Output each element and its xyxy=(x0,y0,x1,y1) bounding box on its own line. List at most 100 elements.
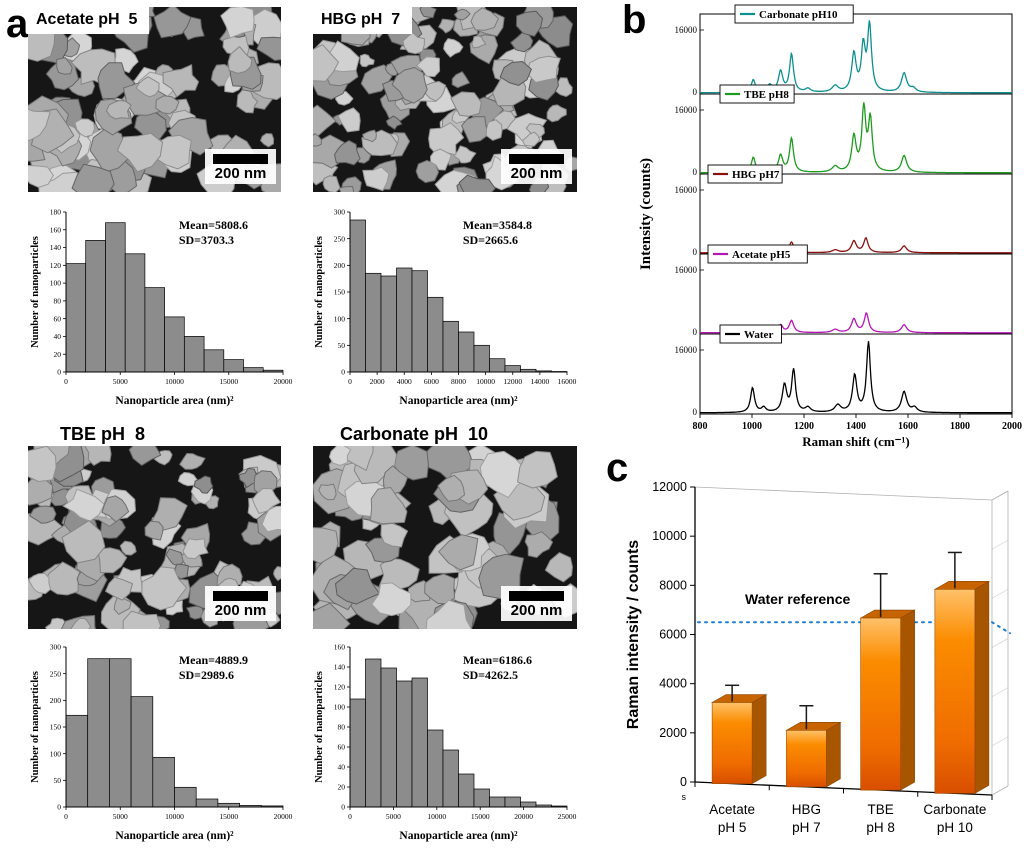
svg-text:5000: 5000 xyxy=(113,812,128,821)
svg-text:120: 120 xyxy=(50,261,62,270)
svg-text:pH 5: pH 5 xyxy=(718,820,747,835)
svg-text:2000: 2000 xyxy=(659,726,687,740)
svg-text:0: 0 xyxy=(693,247,698,257)
svg-text:1600: 1600 xyxy=(898,421,918,432)
svg-text:150: 150 xyxy=(50,723,62,732)
svg-text:60: 60 xyxy=(54,314,62,323)
scale-bar-carbonate: 200 nm xyxy=(501,586,572,621)
scale-bar-rule xyxy=(213,591,268,601)
svg-text:1800: 1800 xyxy=(950,421,970,432)
svg-text:20000: 20000 xyxy=(274,377,293,386)
sem-title-tbe: TBE pH 8 xyxy=(60,424,146,444)
svg-text:150: 150 xyxy=(334,288,346,297)
svg-text:250: 250 xyxy=(334,234,346,243)
svg-text:40: 40 xyxy=(338,763,346,772)
svg-text:0: 0 xyxy=(693,87,698,97)
svg-text:0: 0 xyxy=(680,775,687,789)
scale-bar-label: 200 nm xyxy=(510,602,563,619)
svg-text:Raman shift (cm⁻¹): Raman shift (cm⁻¹) xyxy=(802,434,910,449)
svg-text:0: 0 xyxy=(348,377,352,386)
svg-text:4000: 4000 xyxy=(397,377,412,386)
svg-text:pH 10: pH 10 xyxy=(937,820,973,835)
svg-text:5000: 5000 xyxy=(113,377,128,386)
scale-bar-tbe: 200 nm xyxy=(205,586,276,621)
svg-text:10000: 10000 xyxy=(427,812,446,821)
svg-text:Nanoparticle area (nm)²: Nanoparticle area (nm)² xyxy=(115,830,234,842)
svg-text:SD=4262.5: SD=4262.5 xyxy=(463,668,518,682)
svg-text:Mean=3584.8: Mean=3584.8 xyxy=(463,218,532,232)
sem-image-acetate: Acetate pH 5 200 nm xyxy=(28,7,281,192)
svg-text:Mean=6186.6: Mean=6186.6 xyxy=(463,653,532,667)
svg-text:Nanoparticle area (nm)²: Nanoparticle area (nm)² xyxy=(115,395,234,407)
svg-text:20: 20 xyxy=(338,783,346,792)
svg-text:14000: 14000 xyxy=(531,377,550,386)
svg-text:10000: 10000 xyxy=(165,377,184,386)
panel-c-label: c xyxy=(606,446,629,490)
sem-micrograph-acetate xyxy=(28,7,281,192)
svg-text:SD=2989.6: SD=2989.6 xyxy=(179,668,234,682)
svg-text:160: 160 xyxy=(50,225,62,234)
svg-text:0: 0 xyxy=(57,368,61,377)
svg-text:15000: 15000 xyxy=(219,377,238,386)
svg-text:60: 60 xyxy=(338,743,346,752)
svg-text:20000: 20000 xyxy=(274,812,293,821)
svg-text:16000: 16000 xyxy=(675,185,698,195)
svg-text:1000: 1000 xyxy=(742,421,762,432)
svg-text:HBG: HBG xyxy=(792,802,821,817)
svg-text:Water reference: Water reference xyxy=(745,591,851,607)
sem-title-carbonate: Carbonate pH 10 xyxy=(340,424,489,444)
scale-bar-label: 200 nm xyxy=(510,165,563,182)
scale-bar-label: 200 nm xyxy=(214,165,267,182)
svg-text:250: 250 xyxy=(50,669,62,678)
svg-text:Water: Water xyxy=(744,329,773,341)
svg-text:8000: 8000 xyxy=(659,578,687,592)
svg-text:Number of nanoparticles: Number of nanoparticles xyxy=(314,671,325,783)
svg-text:12000: 12000 xyxy=(652,480,687,494)
svg-text:Carbonate: Carbonate xyxy=(923,802,986,817)
svg-text:16000: 16000 xyxy=(675,105,698,115)
svg-text:0: 0 xyxy=(64,812,68,821)
svg-text:16000: 16000 xyxy=(558,377,577,386)
sem-image-carbonate: 200 nm xyxy=(313,446,577,629)
svg-text:1400: 1400 xyxy=(846,421,866,432)
svg-text:SD=3703.3: SD=3703.3 xyxy=(179,233,234,247)
svg-text:40: 40 xyxy=(54,332,62,341)
svg-text:16000: 16000 xyxy=(675,265,698,275)
svg-text:0: 0 xyxy=(341,803,345,812)
svg-text:Number of nanoparticles: Number of nanoparticles xyxy=(30,671,41,783)
svg-text:6000: 6000 xyxy=(659,628,687,642)
svg-text:25000: 25000 xyxy=(558,812,577,821)
sem-image-hbg: HBG pH 7 200 nm xyxy=(313,7,577,192)
svg-text:100: 100 xyxy=(50,279,62,288)
svg-text:0: 0 xyxy=(64,377,68,386)
svg-text:0: 0 xyxy=(348,812,352,821)
svg-text:140: 140 xyxy=(334,663,346,672)
histogram-acetate: 0 20 40 60 80 100 120 140 160 180 0 5000… xyxy=(30,208,293,407)
raman-intensity-bar3d: 0 2000 4000 6000 8000 10000 12000 Water … xyxy=(625,480,1011,835)
svg-text:16000: 16000 xyxy=(675,25,698,35)
svg-text:Mean=5808.6: Mean=5808.6 xyxy=(179,218,248,232)
sem-micrograph-tbe xyxy=(28,446,281,629)
svg-text:0: 0 xyxy=(341,368,345,377)
svg-text:TBE: TBE xyxy=(867,802,893,817)
svg-text:10000: 10000 xyxy=(476,377,495,386)
svg-text:20000: 20000 xyxy=(514,812,533,821)
svg-text:Carbonate pH10: Carbonate pH10 xyxy=(759,9,838,21)
svg-text:0: 0 xyxy=(693,327,698,337)
svg-text:1200: 1200 xyxy=(794,421,814,432)
svg-text:pH 7: pH 7 xyxy=(792,820,821,835)
svg-text:120: 120 xyxy=(334,683,346,692)
scale-bar-hbg: 200 nm xyxy=(501,149,572,184)
svg-text:2000: 2000 xyxy=(370,377,385,386)
scale-bar-rule xyxy=(509,154,564,164)
scale-bar-label: 200 nm xyxy=(214,602,267,619)
svg-text:TBE pH8: TBE pH8 xyxy=(744,89,789,101)
scale-bar-acetate: 200 nm xyxy=(205,149,276,184)
svg-text:5000: 5000 xyxy=(386,812,401,821)
svg-text:Acetate: Acetate xyxy=(709,802,755,817)
svg-text:10000: 10000 xyxy=(652,529,687,543)
svg-text:100: 100 xyxy=(334,703,346,712)
scale-bar-rule xyxy=(213,154,268,164)
histogram-carbonate: 0 20 40 60 80 100 120 140 160 0 5000 100… xyxy=(314,643,577,842)
